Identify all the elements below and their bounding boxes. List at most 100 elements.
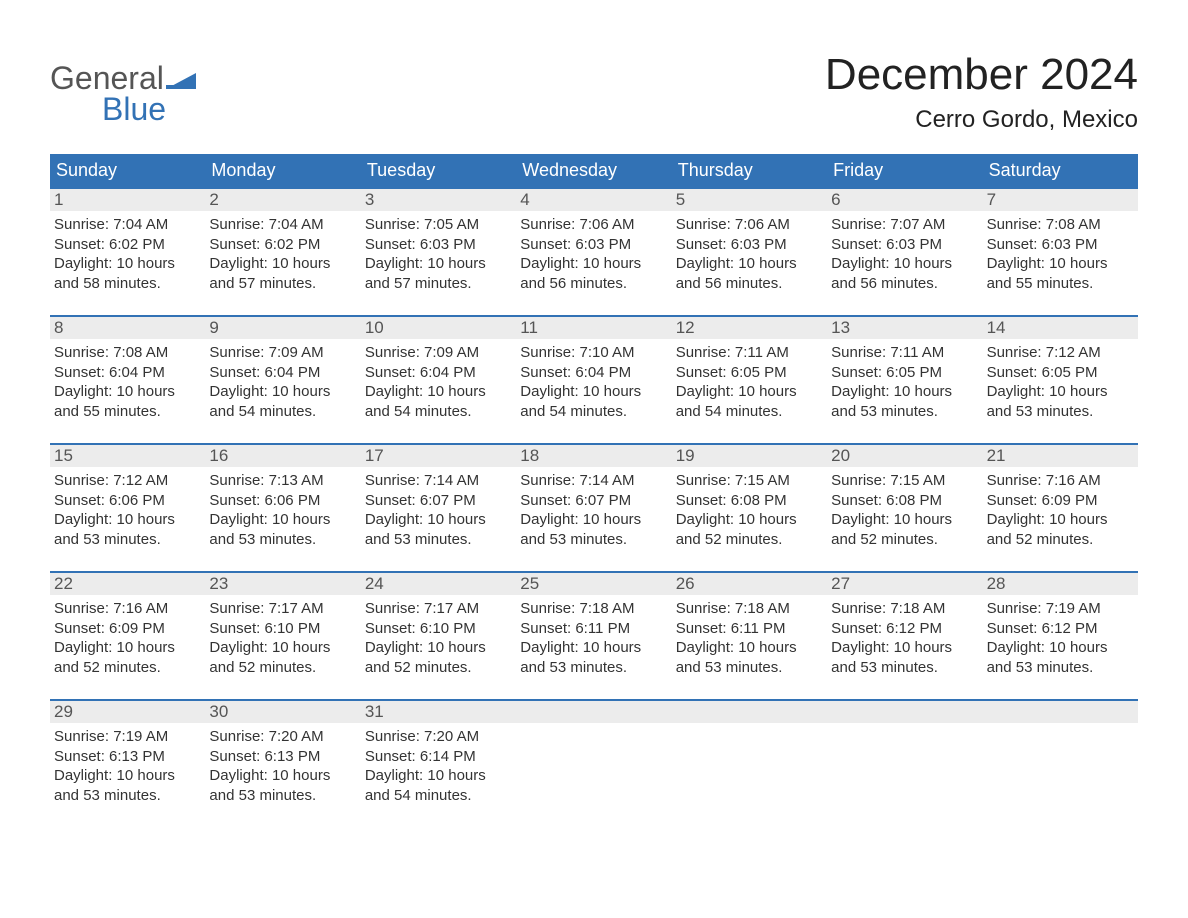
sunset-line: Sunset: 6:04 PM bbox=[209, 363, 356, 383]
sunset-line: Sunset: 6:05 PM bbox=[831, 363, 978, 383]
page-title: December 2024 bbox=[825, 50, 1138, 100]
day-cell: 6Sunrise: 7:07 AMSunset: 6:03 PMDaylight… bbox=[827, 189, 982, 297]
dow-cell: Saturday bbox=[983, 154, 1138, 187]
sunset-line: Sunset: 6:08 PM bbox=[831, 491, 978, 511]
dow-cell: Sunday bbox=[50, 154, 205, 187]
daylight-line-2: and 53 minutes. bbox=[831, 402, 978, 422]
day-cell: 30Sunrise: 7:20 AMSunset: 6:13 PMDayligh… bbox=[205, 701, 360, 809]
day-cell: 24Sunrise: 7:17 AMSunset: 6:10 PMDayligh… bbox=[361, 573, 516, 681]
week-row: 1Sunrise: 7:04 AMSunset: 6:02 PMDaylight… bbox=[50, 187, 1138, 297]
day-body: Sunrise: 7:04 AMSunset: 6:02 PMDaylight:… bbox=[50, 211, 205, 297]
sunrise-line: Sunrise: 7:06 AM bbox=[676, 215, 823, 235]
daylight-line-2: and 52 minutes. bbox=[365, 658, 512, 678]
daylight-line-1: Daylight: 10 hours bbox=[987, 254, 1134, 274]
week-row: 22Sunrise: 7:16 AMSunset: 6:09 PMDayligh… bbox=[50, 571, 1138, 681]
day-number: 30 bbox=[205, 701, 360, 723]
day-number: 6 bbox=[827, 189, 982, 211]
day-body: Sunrise: 7:19 AMSunset: 6:12 PMDaylight:… bbox=[983, 595, 1138, 681]
day-number: 4 bbox=[516, 189, 671, 211]
sunset-line: Sunset: 6:03 PM bbox=[831, 235, 978, 255]
daylight-line-2: and 53 minutes. bbox=[987, 658, 1134, 678]
location: Cerro Gordo, Mexico bbox=[825, 106, 1138, 134]
day-body: Sunrise: 7:06 AMSunset: 6:03 PMDaylight:… bbox=[672, 211, 827, 297]
day-number: 27 bbox=[827, 573, 982, 595]
sunrise-line: Sunrise: 7:12 AM bbox=[54, 471, 201, 491]
daylight-line-1: Daylight: 10 hours bbox=[54, 510, 201, 530]
daylight-line-1: Daylight: 10 hours bbox=[209, 766, 356, 786]
sunrise-line: Sunrise: 7:08 AM bbox=[987, 215, 1134, 235]
daylight-line-1: Daylight: 10 hours bbox=[209, 254, 356, 274]
daylight-line-2: and 53 minutes. bbox=[209, 530, 356, 550]
daylight-line-1: Daylight: 10 hours bbox=[831, 510, 978, 530]
day-cell bbox=[983, 701, 1138, 809]
day-body: Sunrise: 7:17 AMSunset: 6:10 PMDaylight:… bbox=[205, 595, 360, 681]
daylight-line-2: and 57 minutes. bbox=[365, 274, 512, 294]
day-number bbox=[827, 701, 982, 723]
daylight-line-2: and 54 minutes. bbox=[676, 402, 823, 422]
week-row: 15Sunrise: 7:12 AMSunset: 6:06 PMDayligh… bbox=[50, 443, 1138, 553]
day-number: 3 bbox=[361, 189, 516, 211]
day-cell: 9Sunrise: 7:09 AMSunset: 6:04 PMDaylight… bbox=[205, 317, 360, 425]
daylight-line-1: Daylight: 10 hours bbox=[831, 638, 978, 658]
daylight-line-2: and 56 minutes. bbox=[676, 274, 823, 294]
daylight-line-1: Daylight: 10 hours bbox=[365, 254, 512, 274]
day-number: 1 bbox=[50, 189, 205, 211]
sunset-line: Sunset: 6:03 PM bbox=[676, 235, 823, 255]
sunset-line: Sunset: 6:10 PM bbox=[209, 619, 356, 639]
daylight-line-1: Daylight: 10 hours bbox=[676, 254, 823, 274]
daylight-line-2: and 52 minutes. bbox=[676, 530, 823, 550]
sunrise-line: Sunrise: 7:14 AM bbox=[365, 471, 512, 491]
daylight-line-1: Daylight: 10 hours bbox=[365, 766, 512, 786]
day-cell: 25Sunrise: 7:18 AMSunset: 6:11 PMDayligh… bbox=[516, 573, 671, 681]
dow-cell: Thursday bbox=[672, 154, 827, 187]
daylight-line-1: Daylight: 10 hours bbox=[365, 638, 512, 658]
sunset-line: Sunset: 6:12 PM bbox=[831, 619, 978, 639]
daylight-line-1: Daylight: 10 hours bbox=[520, 254, 667, 274]
day-number: 24 bbox=[361, 573, 516, 595]
daylight-line-2: and 53 minutes. bbox=[520, 658, 667, 678]
sunset-line: Sunset: 6:11 PM bbox=[676, 619, 823, 639]
daylight-line-1: Daylight: 10 hours bbox=[676, 382, 823, 402]
daylight-line-1: Daylight: 10 hours bbox=[676, 638, 823, 658]
header: General Blue December 2024 Cerro Gordo, … bbox=[50, 50, 1138, 134]
daylight-line-2: and 57 minutes. bbox=[209, 274, 356, 294]
day-cell: 4Sunrise: 7:06 AMSunset: 6:03 PMDaylight… bbox=[516, 189, 671, 297]
day-number bbox=[672, 701, 827, 723]
sunset-line: Sunset: 6:07 PM bbox=[365, 491, 512, 511]
daylight-line-1: Daylight: 10 hours bbox=[54, 638, 201, 658]
day-body: Sunrise: 7:11 AMSunset: 6:05 PMDaylight:… bbox=[672, 339, 827, 425]
daylight-line-2: and 54 minutes. bbox=[520, 402, 667, 422]
sunrise-line: Sunrise: 7:06 AM bbox=[520, 215, 667, 235]
sunrise-line: Sunrise: 7:19 AM bbox=[54, 727, 201, 747]
day-body: Sunrise: 7:19 AMSunset: 6:13 PMDaylight:… bbox=[50, 723, 205, 809]
day-body bbox=[672, 723, 827, 731]
sunset-line: Sunset: 6:07 PM bbox=[520, 491, 667, 511]
sunrise-line: Sunrise: 7:13 AM bbox=[209, 471, 356, 491]
day-cell: 29Sunrise: 7:19 AMSunset: 6:13 PMDayligh… bbox=[50, 701, 205, 809]
day-number: 26 bbox=[672, 573, 827, 595]
daylight-line-1: Daylight: 10 hours bbox=[365, 510, 512, 530]
daylight-line-1: Daylight: 10 hours bbox=[987, 638, 1134, 658]
day-body: Sunrise: 7:17 AMSunset: 6:10 PMDaylight:… bbox=[361, 595, 516, 681]
day-number: 22 bbox=[50, 573, 205, 595]
sunset-line: Sunset: 6:02 PM bbox=[209, 235, 356, 255]
day-cell: 10Sunrise: 7:09 AMSunset: 6:04 PMDayligh… bbox=[361, 317, 516, 425]
daylight-line-1: Daylight: 10 hours bbox=[831, 254, 978, 274]
daylight-line-2: and 53 minutes. bbox=[54, 786, 201, 806]
sunset-line: Sunset: 6:13 PM bbox=[54, 747, 201, 767]
sunrise-line: Sunrise: 7:09 AM bbox=[209, 343, 356, 363]
sunrise-line: Sunrise: 7:04 AM bbox=[54, 215, 201, 235]
sunrise-line: Sunrise: 7:18 AM bbox=[676, 599, 823, 619]
day-number: 13 bbox=[827, 317, 982, 339]
day-number: 21 bbox=[983, 445, 1138, 467]
day-cell: 18Sunrise: 7:14 AMSunset: 6:07 PMDayligh… bbox=[516, 445, 671, 553]
day-body: Sunrise: 7:16 AMSunset: 6:09 PMDaylight:… bbox=[983, 467, 1138, 553]
sunrise-line: Sunrise: 7:18 AM bbox=[831, 599, 978, 619]
days-of-week-row: SundayMondayTuesdayWednesdayThursdayFrid… bbox=[50, 154, 1138, 187]
sunset-line: Sunset: 6:11 PM bbox=[520, 619, 667, 639]
daylight-line-1: Daylight: 10 hours bbox=[676, 510, 823, 530]
sunset-line: Sunset: 6:04 PM bbox=[54, 363, 201, 383]
day-body: Sunrise: 7:20 AMSunset: 6:14 PMDaylight:… bbox=[361, 723, 516, 809]
day-body: Sunrise: 7:18 AMSunset: 6:11 PMDaylight:… bbox=[672, 595, 827, 681]
logo: General Blue bbox=[50, 60, 196, 128]
